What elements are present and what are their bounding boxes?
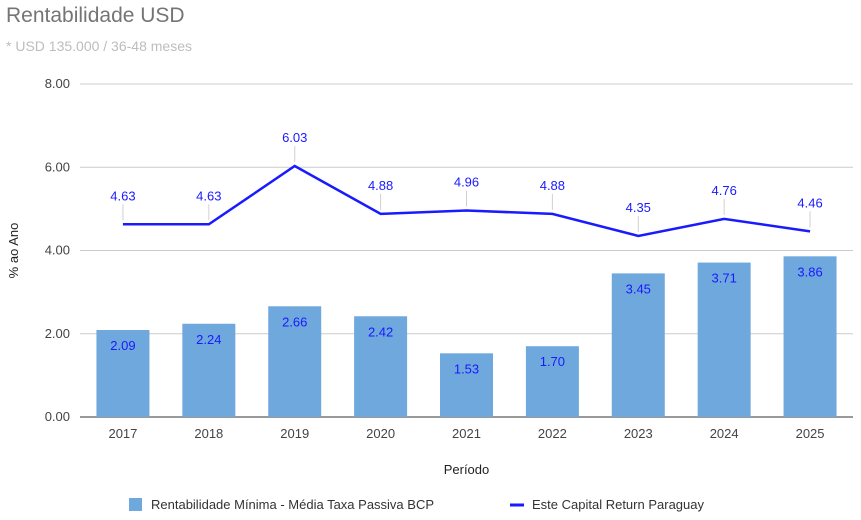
bar-data-label: 2.42 xyxy=(368,324,393,339)
line-data-label: 4.88 xyxy=(540,178,565,193)
bar xyxy=(525,346,579,417)
y-tick-label: 6.00 xyxy=(45,159,70,174)
x-tick-label: 2018 xyxy=(194,426,223,441)
bar-data-label: 1.53 xyxy=(454,361,479,376)
line-data-label: 4.63 xyxy=(110,188,135,203)
x-tick-label: 2017 xyxy=(108,426,137,441)
chart-title: Rentabilidade USD xyxy=(6,4,185,27)
x-tick-label: 2023 xyxy=(624,426,653,441)
bar xyxy=(268,306,322,417)
y-tick-label: 2.00 xyxy=(45,326,70,341)
bar xyxy=(96,330,150,417)
bar-data-label: 3.45 xyxy=(626,281,651,296)
y-tick-label: 0.00 xyxy=(45,409,70,424)
legend-bar-label: Rentabilidade Mínima - Média Taxa Passiv… xyxy=(151,497,434,512)
chart-subtitle: * USD 135.000 / 36-48 meses xyxy=(6,38,192,54)
legend-bar-swatch xyxy=(129,498,142,511)
bar-data-label: 1.70 xyxy=(540,354,565,369)
bar-data-label: 2.24 xyxy=(196,332,221,347)
bar xyxy=(697,262,751,417)
y-tick-label: 8.00 xyxy=(45,76,70,91)
bar xyxy=(354,316,408,417)
x-tick-label: 2022 xyxy=(538,426,567,441)
line-data-label: 4.88 xyxy=(368,178,393,193)
x-tick-label: 2020 xyxy=(366,426,395,441)
bar xyxy=(182,323,236,417)
bar-data-label: 2.09 xyxy=(110,338,135,353)
x-tick-label: 2021 xyxy=(452,426,481,441)
bar xyxy=(440,353,493,417)
series-line xyxy=(122,164,811,238)
legend-line-label: Este Capital Return Paraguay xyxy=(532,497,704,512)
x-tick-label: 2025 xyxy=(796,426,825,441)
line-data-label: 4.46 xyxy=(797,195,822,210)
bar-data-label: 3.71 xyxy=(712,271,737,286)
bar-data-label: 2.66 xyxy=(282,314,307,329)
line-data-label: 4.63 xyxy=(196,188,221,203)
x-tick-label: 2024 xyxy=(710,426,739,441)
bar xyxy=(783,256,837,417)
y-tick-label: 4.00 xyxy=(45,243,70,258)
y-axis-title: % ao Ano xyxy=(6,223,21,279)
line-data-label: 4.96 xyxy=(454,175,479,190)
line-data-label: 4.35 xyxy=(626,200,651,215)
line-data-label: 6.03 xyxy=(282,130,307,145)
x-axis-title: Período xyxy=(444,462,490,477)
x-tick-label: 2019 xyxy=(280,426,309,441)
bar xyxy=(611,273,665,417)
bar-data-label: 3.86 xyxy=(797,264,822,279)
line-data-label: 4.76 xyxy=(712,183,737,198)
